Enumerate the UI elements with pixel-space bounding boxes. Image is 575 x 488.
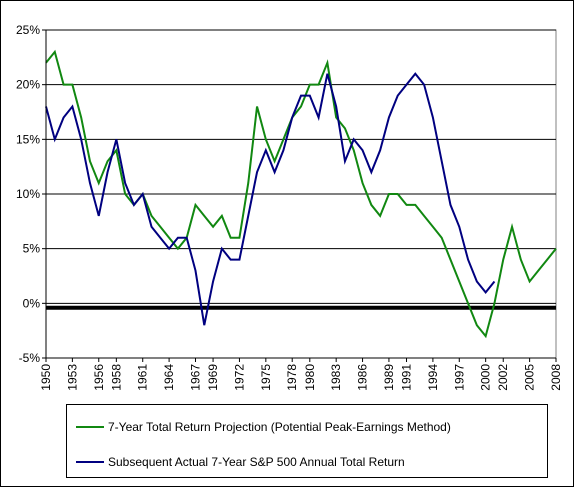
x-tick-label: 2002 (496, 364, 510, 391)
x-tick-label: 1980 (303, 364, 317, 391)
x-tick-label: 1983 (329, 364, 343, 391)
x-tick-label: 1994 (426, 364, 440, 391)
x-tick-label: 1950 (39, 364, 53, 391)
x-tick-label: 1961 (136, 364, 150, 391)
x-tick-label: 1958 (109, 364, 123, 391)
y-tick-label: 5% (23, 242, 41, 256)
y-tick-label: 25% (16, 23, 40, 37)
x-tick-label: 1964 (162, 364, 176, 391)
legend-label: Subsequent Actual 7-Year S&P 500 Annual … (108, 455, 405, 469)
x-tick-label: 1997 (452, 364, 466, 391)
series-line (45, 72, 496, 326)
y-tick-label: 10% (16, 187, 40, 201)
x-tick-label: 1953 (65, 364, 79, 391)
x-tick-label: 1967 (188, 364, 202, 391)
x-tick-label: 1969 (206, 364, 220, 391)
y-tick-label: 20% (16, 78, 40, 92)
x-tick-label: 1956 (92, 364, 106, 391)
x-tick-label: 2000 (479, 364, 493, 391)
x-tick-label: 1972 (232, 364, 246, 391)
y-tick-label: -5% (19, 351, 41, 365)
series-line (45, 49, 557, 339)
legend-box (66, 404, 548, 478)
legend-label: 7-Year Total Return Projection (Potentia… (108, 420, 451, 434)
y-tick-label: 15% (16, 132, 40, 146)
y-tick-label: 0% (23, 296, 41, 310)
x-tick-label: 1989 (382, 364, 396, 391)
x-tick-label: 2005 (523, 364, 537, 391)
x-tick-label: 1975 (259, 364, 273, 391)
x-tick-label: 2008 (549, 364, 563, 391)
x-tick-label: 1991 (400, 364, 414, 391)
x-tick-label: 1978 (285, 364, 299, 391)
x-tick-label: 1986 (356, 364, 370, 391)
